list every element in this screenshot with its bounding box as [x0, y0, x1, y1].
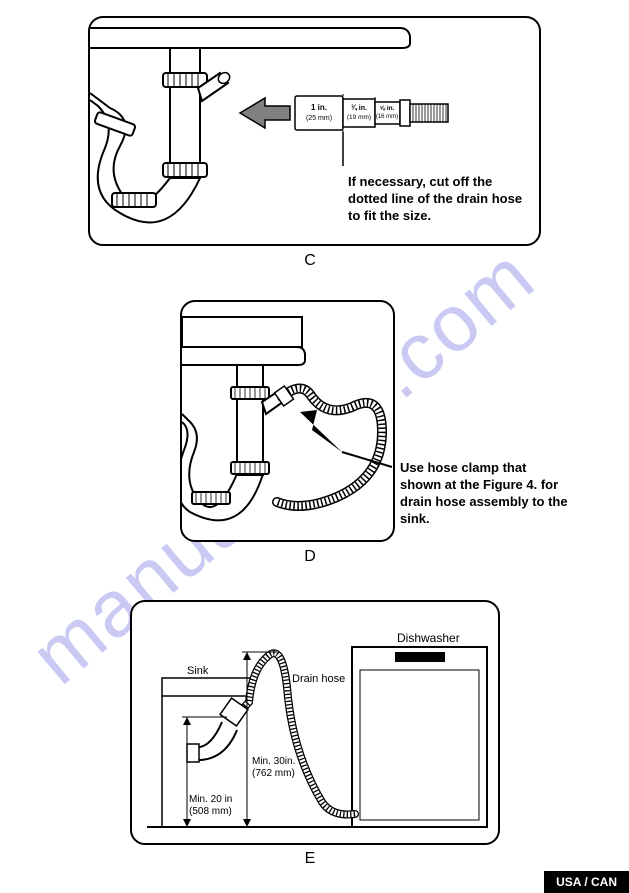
figure-c-caption: If necessary, cut off the dotted line of…: [348, 174, 528, 225]
figure-d-svg: [182, 302, 397, 544]
svg-text:(16 mm): (16 mm): [376, 114, 398, 120]
svg-text:Min. 30in.: Min. 30in.: [252, 756, 295, 767]
figure-e-svg: Sink Dishwasher Drain hose Min. 30in. (7…: [132, 602, 502, 847]
svg-text:(762 mm): (762 mm): [252, 768, 295, 779]
svg-text:Sink: Sink: [187, 665, 209, 677]
svg-text:(19 mm): (19 mm): [347, 114, 371, 121]
figure-e-box: Sink Dishwasher Drain hose Min. 30in. (7…: [130, 600, 500, 845]
svg-text:(508 mm): (508 mm): [189, 806, 232, 817]
figure-c-label: C: [290, 252, 330, 270]
arrow-icon: [240, 98, 290, 128]
figure-e-label: E: [290, 850, 330, 868]
footer-region: USA / CAN: [544, 871, 629, 893]
figure-d-label: D: [290, 548, 330, 566]
svg-text:¾ in.: ¾ in.: [351, 104, 367, 112]
manual-page: manualslive.com: [0, 0, 629, 893]
svg-text:Min. 20 in: Min. 20 in: [189, 794, 232, 805]
svg-text:Dishwasher: Dishwasher: [397, 631, 460, 645]
figure-d-box: [180, 300, 395, 542]
svg-text:(25 mm): (25 mm): [306, 115, 332, 122]
svg-text:Drain hose: Drain hose: [292, 673, 345, 685]
figure-d-caption: Use hose clamp that shown at the Figure …: [400, 460, 570, 528]
svg-text:⅝ in.: ⅝ in.: [380, 105, 395, 112]
svg-text:1 in.: 1 in.: [311, 103, 327, 112]
